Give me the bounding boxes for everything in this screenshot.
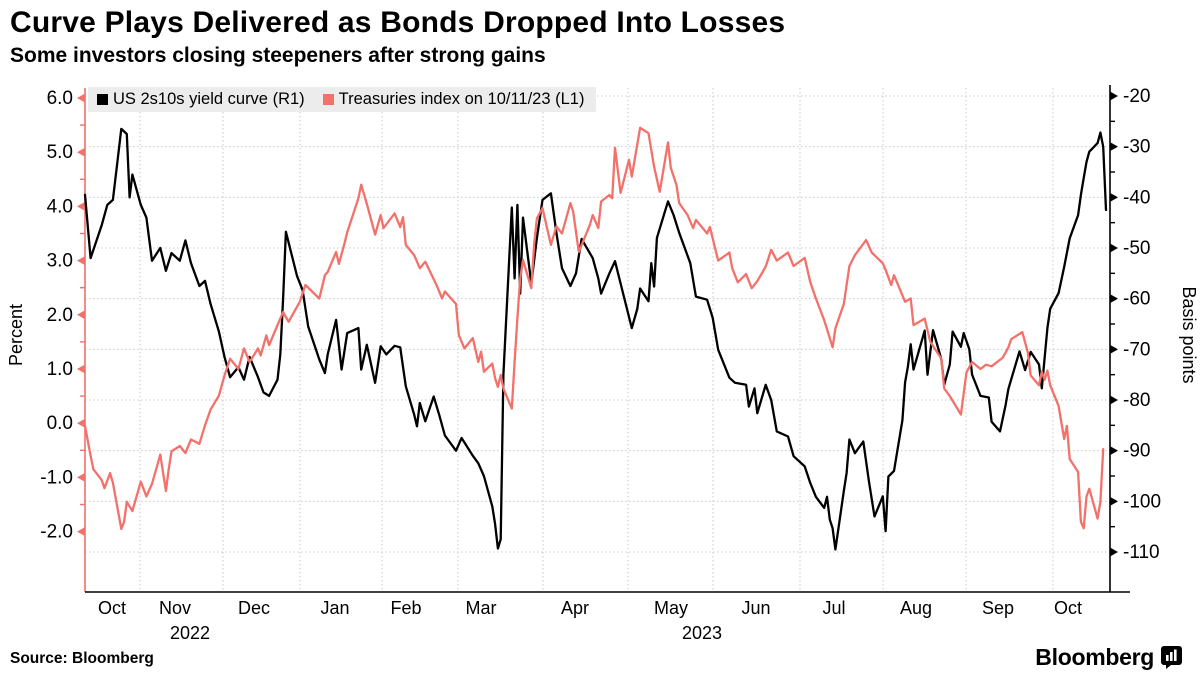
month-label: Nov bbox=[159, 598, 191, 618]
left-tick-label: 1.0 bbox=[47, 359, 73, 380]
series-line-2s10s-curve bbox=[83, 127, 1108, 551]
month-label: Feb bbox=[390, 598, 421, 618]
right-tick-label: -80 bbox=[1123, 390, 1150, 411]
bloomberg-terminal-icon bbox=[1161, 646, 1182, 669]
chart-legend: US 2s10s yield curve (R1) Treasuries ind… bbox=[88, 87, 597, 112]
right-axis-title: Basis points bbox=[1179, 286, 1199, 383]
left-tick-arrow-icon bbox=[77, 527, 85, 537]
left-tick-arrow-icon bbox=[77, 418, 85, 428]
right-tick-arrow-icon bbox=[1110, 395, 1118, 405]
right-tick-label: -30 bbox=[1123, 137, 1150, 158]
left-tick-arrow-icon bbox=[77, 472, 85, 482]
right-tick-arrow-icon bbox=[1110, 91, 1118, 101]
legend-swatch-black-icon bbox=[97, 94, 108, 105]
month-label: Mar bbox=[466, 598, 497, 618]
month-label: Jul bbox=[822, 598, 845, 618]
left-tick-label: -1.0 bbox=[40, 467, 73, 488]
left-tick-label: 6.0 bbox=[47, 88, 73, 109]
year-label: 2022 bbox=[170, 623, 210, 643]
month-label: Oct bbox=[98, 598, 126, 618]
left-tick-label: -2.0 bbox=[40, 522, 73, 543]
month-label: Oct bbox=[1054, 598, 1082, 618]
bloomberg-wordmark: Bloomberg bbox=[1035, 644, 1154, 670]
chart-title: Curve Plays Delivered as Bonds Dropped I… bbox=[10, 6, 786, 39]
right-tick-label: -20 bbox=[1123, 86, 1150, 107]
month-label: Sep bbox=[982, 598, 1014, 618]
left-tick-arrow-icon bbox=[77, 93, 85, 103]
legend-label-treasuries: Treasuries index on 10/11/23 (L1) bbox=[338, 90, 585, 108]
month-label: Jan bbox=[320, 598, 349, 618]
left-tick-label: 2.0 bbox=[47, 305, 73, 326]
right-tick-arrow-icon bbox=[1110, 547, 1118, 557]
left-axis-title: Percent bbox=[6, 304, 26, 366]
source-text: Source: Bloomberg bbox=[10, 650, 154, 667]
legend-item-treasuries: Treasuries index on 10/11/23 (L1) bbox=[322, 90, 585, 109]
left-tick-arrow-icon bbox=[77, 201, 85, 211]
bloomberg-logo: Bloomberg bbox=[1035, 644, 1182, 671]
left-tick-label: 5.0 bbox=[47, 142, 73, 163]
month-label: May bbox=[654, 598, 688, 618]
legend-item-2s10s: US 2s10s yield curve (R1) bbox=[97, 90, 305, 109]
right-tick-label: -100 bbox=[1123, 491, 1161, 512]
month-label: Aug bbox=[900, 598, 932, 618]
right-tick-arrow-icon bbox=[1110, 344, 1118, 354]
year-label: 2023 bbox=[682, 623, 722, 643]
right-tick-arrow-icon bbox=[1110, 192, 1118, 202]
left-tick-label: 0.0 bbox=[47, 413, 73, 434]
left-tick-arrow-icon bbox=[77, 147, 85, 157]
right-tick-arrow-icon bbox=[1110, 496, 1118, 506]
right-tick-label: -90 bbox=[1123, 441, 1150, 462]
month-label: Apr bbox=[561, 598, 589, 618]
left-tick-label: 3.0 bbox=[47, 251, 73, 272]
left-tick-arrow-icon bbox=[77, 310, 85, 320]
series-line-treasuries-index bbox=[83, 126, 1105, 531]
legend-label-2s10s: US 2s10s yield curve (R1) bbox=[113, 90, 305, 108]
left-tick-label: 4.0 bbox=[47, 196, 73, 217]
right-tick-label: -70 bbox=[1123, 339, 1150, 360]
right-tick-arrow-icon bbox=[1110, 294, 1118, 304]
legend-swatch-red-icon bbox=[322, 94, 334, 105]
chart-subtitle: Some investors closing steepeners after … bbox=[10, 44, 546, 67]
right-tick-label: -40 bbox=[1123, 187, 1150, 208]
right-tick-arrow-icon bbox=[1110, 243, 1118, 253]
right-tick-arrow-icon bbox=[1110, 142, 1118, 152]
left-tick-arrow-icon bbox=[77, 364, 85, 374]
right-tick-arrow-icon bbox=[1110, 446, 1118, 456]
left-tick-arrow-icon bbox=[77, 256, 85, 266]
right-tick-label: -60 bbox=[1123, 289, 1150, 310]
right-tick-label: -50 bbox=[1123, 238, 1150, 259]
month-label: Jun bbox=[741, 598, 770, 618]
right-tick-label: -110 bbox=[1123, 542, 1160, 563]
month-label: Dec bbox=[238, 598, 270, 618]
